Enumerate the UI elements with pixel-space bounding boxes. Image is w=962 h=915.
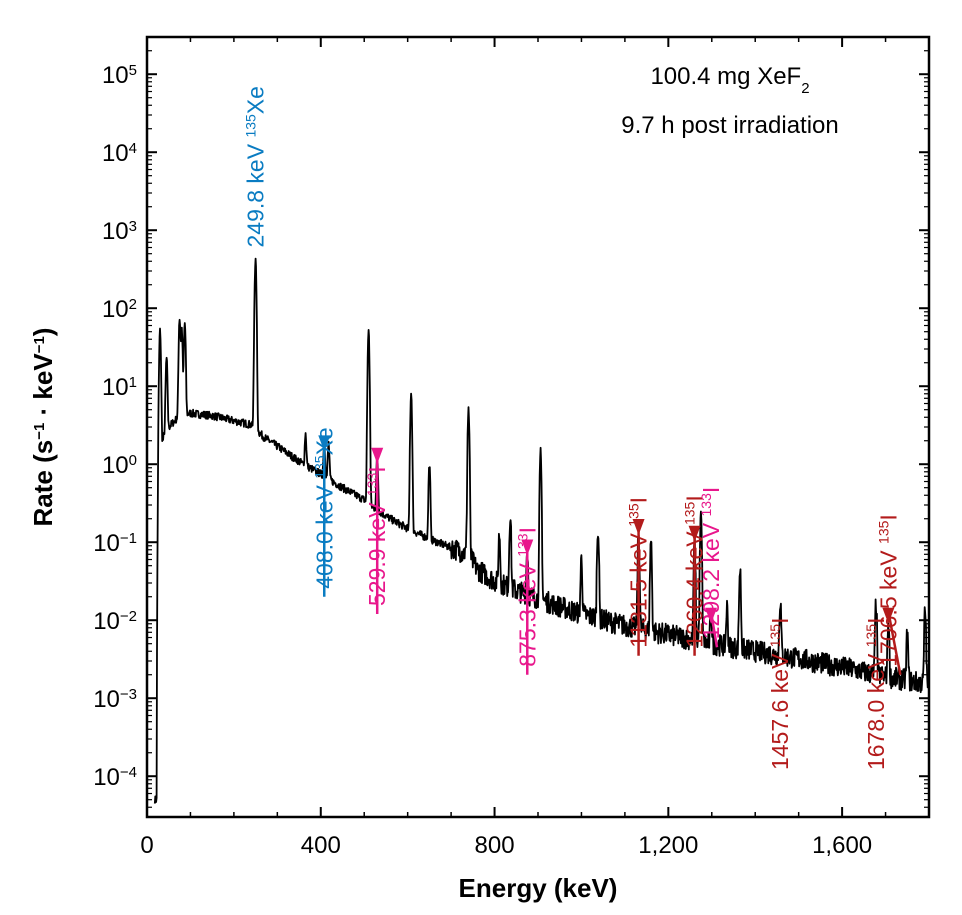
x-tick-label: 400 — [301, 832, 341, 859]
peak-label: 1706.5 keV 135I — [875, 514, 901, 667]
peak-arrow-head — [882, 607, 895, 624]
peak-arrow-head — [371, 447, 384, 464]
y-tick-label: 102 — [102, 296, 137, 324]
peak-annotation: 408.0 keV 135Xe — [311, 427, 337, 597]
x-tick-label: 800 — [475, 832, 515, 859]
x-tick-label: 1,600 — [812, 832, 872, 859]
y-tick-label: 105 — [102, 62, 137, 90]
y-tick-label: 100 — [102, 452, 137, 480]
peak-arrow-head — [521, 539, 534, 556]
y-axis-title: Rate (s−1 · keV−1) — [28, 328, 58, 527]
y-tick-label: 10−2 — [93, 608, 137, 636]
y-tick-label: 10−1 — [93, 530, 137, 558]
y-tick-label: 10−3 — [93, 686, 137, 714]
peak-arrow-head — [632, 518, 645, 535]
time-note: 9.7 h post irradiation — [621, 112, 838, 139]
peak-arrow-head — [318, 435, 331, 452]
peak-annotation: 1298.2 keV 133I — [698, 487, 724, 648]
peak-annotation: 1678.0 keV 135I — [863, 618, 889, 771]
peak-arrow-shaft — [887, 611, 902, 675]
peak-annotation: 249.8 keV 135Xe — [243, 86, 269, 247]
x-axis-title: Energy (keV) — [459, 873, 618, 903]
peak-annotation: 1457.6 keV 135I — [767, 618, 793, 771]
peak-arrow-head — [704, 607, 717, 624]
peak-annotation: 1260.4 keV 135I — [682, 495, 708, 656]
peak-annotation: 875.3 keV 133I — [514, 527, 540, 675]
y-tick-label: 104 — [102, 140, 137, 168]
peak-arrow-head — [688, 525, 701, 542]
peak-label: 249.8 keV 135Xe — [243, 86, 269, 247]
peak-annotation: 1131.5 keV 135I — [626, 497, 652, 656]
y-tick-label: 10−4 — [93, 764, 137, 792]
sample-mass-note: 100.4 mg XeF2 — [650, 63, 809, 97]
peak-label: 1457.6 keV 135I — [767, 618, 793, 771]
peak-annotation: 529.9 keV 133I — [364, 447, 390, 615]
peak-label: 1678.0 keV 135I — [863, 618, 889, 771]
y-tick-label: 103 — [102, 218, 137, 246]
x-tick-label: 0 — [140, 832, 153, 859]
peak-annotation: 1706.5 keV 135I — [875, 514, 902, 675]
x-tick-label: 1,200 — [638, 832, 698, 859]
y-tick-label: 101 — [102, 374, 137, 402]
spectrum-line — [153, 257, 929, 804]
